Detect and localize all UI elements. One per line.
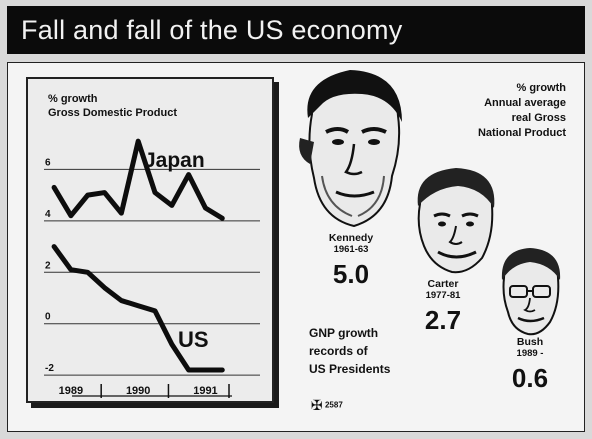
- x-tick-label: 1991: [193, 385, 217, 397]
- gnp-legend-line-2: Annual average: [484, 97, 566, 109]
- y-tick-label: 6: [45, 157, 51, 168]
- series-label-us: US: [178, 327, 209, 352]
- carter-period: 1977-81: [425, 290, 461, 301]
- series-label-japan: Japan: [144, 149, 205, 172]
- kennedy-name: Kennedy: [328, 232, 374, 244]
- y-tick-label: 2: [45, 260, 51, 271]
- carter-portrait: [417, 168, 495, 274]
- y-tick-label: -2: [45, 363, 54, 374]
- kennedy-portrait: [299, 70, 402, 228]
- caption-line-3: US Presidents: [309, 362, 391, 376]
- chart-title-line-1: % growth: [48, 93, 98, 105]
- caption: GNP growth records of US Presidents: [309, 324, 390, 378]
- gnp-legend-line-4: National Product: [477, 127, 566, 139]
- gnp-legend: % growth Annual average real Gross Natio…: [416, 81, 566, 141]
- carter-value: 2.7: [424, 305, 462, 335]
- credit-number: 2587: [324, 400, 343, 410]
- bush-value: 0.6: [511, 363, 549, 393]
- y-tick-label: 0: [45, 312, 51, 323]
- bush-period: 1989 -: [516, 348, 544, 359]
- chart-title-line-2: Gross Domestic Product: [48, 107, 177, 119]
- caption-line-1: GNP growth: [309, 326, 379, 340]
- bush-name: Bush: [516, 336, 544, 348]
- caption-line-2: records of: [309, 344, 368, 358]
- gnp-legend-line-1: % growth: [516, 82, 567, 94]
- kennedy-record: Kennedy 1961-63 5.0: [318, 232, 384, 290]
- y-tick-label: 4: [45, 209, 51, 220]
- x-tick-label: 1989: [59, 385, 83, 397]
- page-title: Fall and fall of the US economy: [7, 6, 585, 54]
- credit-mark-icon: ✠: [311, 397, 323, 413]
- bush-portrait: [501, 248, 561, 336]
- x-tick-label: 1990: [126, 385, 150, 397]
- carter-name: Carter: [427, 278, 459, 290]
- kennedy-value: 5.0: [332, 259, 370, 289]
- kennedy-period: 1961-63: [333, 244, 369, 255]
- carter-record: Carter 1977-81 2.7: [416, 278, 470, 336]
- graphic-credit: ✠ 2587: [311, 397, 343, 414]
- bush-record: Bush 1989 - 0.6: [500, 336, 560, 394]
- gnp-legend-line-3: real Gross: [511, 112, 566, 124]
- gdp-chart-box: [26, 77, 274, 403]
